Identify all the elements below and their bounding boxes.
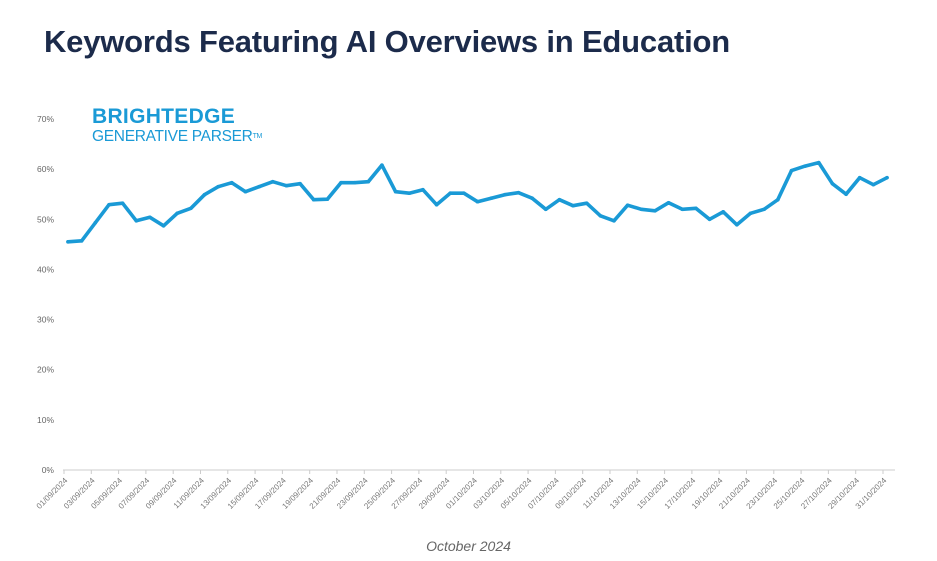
data-point (721, 209, 725, 214)
data-point (284, 183, 289, 188)
data-point (448, 191, 453, 196)
data-point (257, 184, 261, 189)
data-point (175, 211, 179, 216)
data-point (79, 239, 84, 243)
data-point (120, 201, 125, 206)
data-point (311, 197, 316, 202)
data-point (639, 207, 644, 212)
data-point (598, 213, 603, 218)
data-point (380, 163, 384, 167)
data-point (352, 180, 357, 185)
data-point (612, 218, 616, 223)
data-point (857, 175, 862, 180)
data-point (407, 191, 412, 196)
data-point (789, 168, 794, 173)
data-point (885, 175, 889, 180)
data-point (530, 196, 534, 201)
logo-product: GENERATIVE PARSERTM (92, 128, 262, 145)
data-point (748, 211, 753, 216)
data-point (803, 164, 807, 168)
data-point (66, 240, 70, 244)
data-point (270, 179, 275, 184)
data-point (776, 197, 780, 202)
x-axis-title: October 2024 (426, 538, 511, 554)
y-tick-label: 0% (42, 465, 55, 475)
logo-brand: BRIGHTEDGE (92, 105, 236, 128)
data-point (325, 197, 330, 202)
brightedge-logo: BRIGHTEDGE GENERATIVE PARSERTM (92, 105, 262, 146)
data-point (107, 202, 111, 207)
y-tick-label: 20% (37, 365, 54, 375)
data-point (134, 218, 139, 223)
data-point (421, 187, 425, 192)
data-point (462, 191, 466, 196)
data-point (543, 207, 548, 212)
y-tick-label: 10% (37, 415, 54, 425)
data-point (230, 180, 234, 185)
y-tick-label: 60% (37, 164, 54, 174)
page-title: Keywords Featuring AI Overviews in Educa… (44, 24, 730, 59)
data-point (830, 181, 835, 186)
data-point (557, 197, 562, 202)
data-point (216, 184, 220, 189)
data-point (584, 201, 589, 206)
data-point (503, 192, 507, 197)
logo-tm: TM (252, 133, 263, 140)
data-point (93, 220, 98, 225)
data-point (625, 203, 630, 208)
data-point (653, 208, 657, 213)
data-point (489, 196, 493, 201)
logo-product-text: GENERATIVE PARSER (92, 128, 253, 145)
data-point (475, 199, 480, 204)
data-point (516, 190, 521, 195)
data-point (202, 192, 207, 197)
data-point (735, 223, 739, 227)
data-point (816, 160, 821, 165)
data-point (189, 206, 193, 211)
data-point (243, 189, 248, 194)
data-point (844, 192, 848, 197)
data-point (707, 217, 712, 222)
data-point (571, 203, 575, 208)
data-point (694, 206, 698, 211)
data-point (666, 200, 671, 205)
data-point (871, 182, 876, 187)
data-point (148, 215, 152, 220)
data-point (762, 207, 766, 212)
data-point (434, 202, 439, 207)
y-tick-label: 30% (37, 315, 54, 325)
y-tick-label: 70% (37, 114, 54, 124)
data-point (680, 207, 685, 212)
y-tick-label: 40% (37, 264, 54, 274)
y-tick-label: 50% (37, 214, 54, 224)
data-point (393, 189, 398, 194)
data-point (366, 179, 371, 184)
data-point (298, 181, 302, 186)
data-point (339, 180, 343, 185)
data-point (161, 224, 166, 228)
